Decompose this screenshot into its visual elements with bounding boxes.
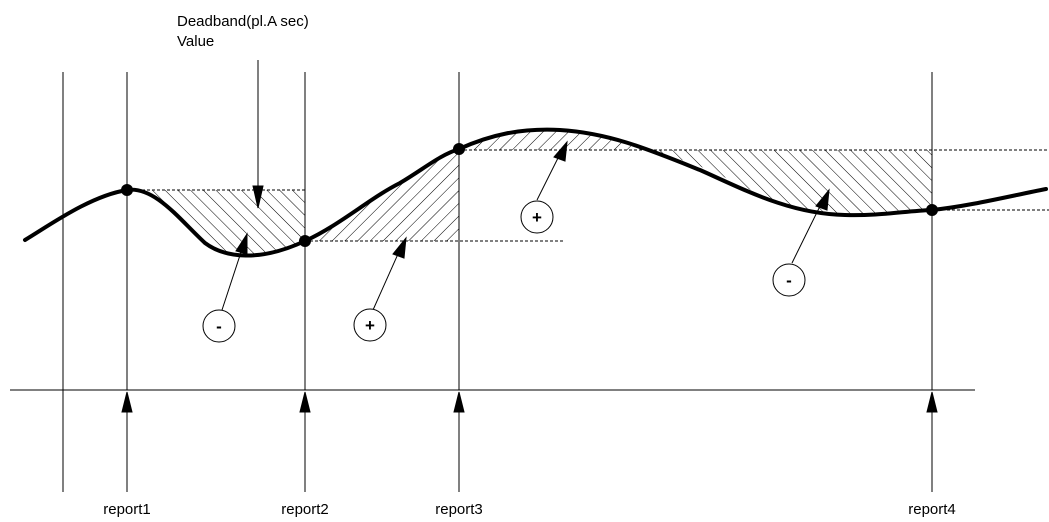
hatched-areas xyxy=(127,130,932,257)
sign-label-3: + xyxy=(532,208,542,227)
sign-circle-minus-2 xyxy=(772,263,806,297)
sign-label-2: + xyxy=(365,316,375,335)
sign-circle-plus-2 xyxy=(520,200,554,234)
value-curve xyxy=(23,127,1048,258)
sign-circle-minus-1 xyxy=(202,309,236,343)
title-line-2: Value xyxy=(177,33,214,50)
sign-circle-plus-1 xyxy=(353,308,387,342)
report-points xyxy=(121,143,938,247)
title-line-1: Deadband(pl.A sec) xyxy=(177,13,309,30)
title-pointer-arrow xyxy=(252,60,264,209)
report4-label: report4 xyxy=(908,501,956,518)
report1-label: report1 xyxy=(103,501,151,518)
vertical-lines xyxy=(62,72,933,492)
report4-arrow-icon xyxy=(926,391,938,413)
sign-markers xyxy=(202,140,830,343)
report4-point xyxy=(926,204,938,216)
report3-arrow-icon xyxy=(453,391,465,413)
area-negative-2 xyxy=(645,150,932,216)
sign-label-4: - xyxy=(786,271,792,290)
report1-point xyxy=(121,184,133,196)
report2-arrow-icon xyxy=(299,391,311,413)
report2-label: report2 xyxy=(281,501,329,518)
report2-point xyxy=(299,235,311,247)
report3-label: report3 xyxy=(435,501,483,518)
sign-label-1: - xyxy=(216,317,222,336)
report-arrows xyxy=(121,391,938,413)
report3-point xyxy=(453,143,465,155)
deadband-level-lines xyxy=(127,149,1049,242)
area-negative-1 xyxy=(127,189,305,257)
report1-arrow-icon xyxy=(121,391,133,413)
